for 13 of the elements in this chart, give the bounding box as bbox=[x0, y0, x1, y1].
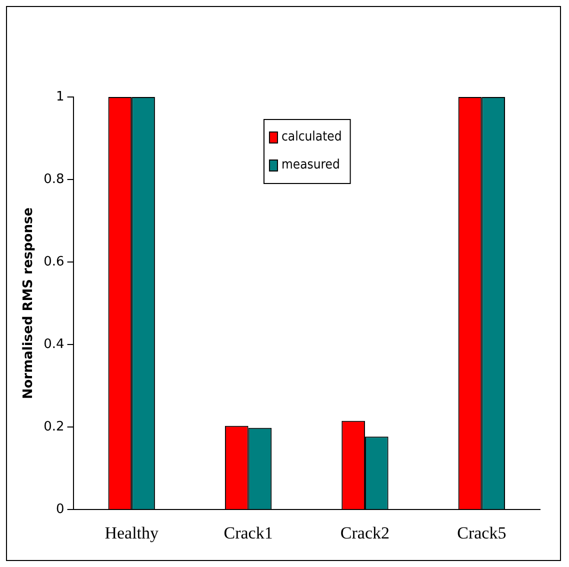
x-tick-label: Healthy bbox=[104, 523, 160, 542]
y-tick-label: 1 bbox=[56, 89, 64, 104]
x-tick-label: Crack2 bbox=[340, 523, 390, 542]
y-tick-label: 0.2 bbox=[44, 419, 64, 434]
legend-label: measured bbox=[281, 157, 340, 172]
y-tick-label: 0.8 bbox=[44, 172, 64, 187]
x-tick-label: Crack1 bbox=[224, 523, 273, 542]
y-tick-label: 0.6 bbox=[44, 254, 64, 270]
y-tick-label: 0 bbox=[56, 502, 64, 517]
legend-label: calculated bbox=[281, 129, 342, 144]
y-tick-label: 0.4 bbox=[44, 336, 64, 352]
x-tick-label: Crack5 bbox=[457, 523, 506, 542]
y-axis-title: Normalised RMS response bbox=[21, 207, 36, 400]
